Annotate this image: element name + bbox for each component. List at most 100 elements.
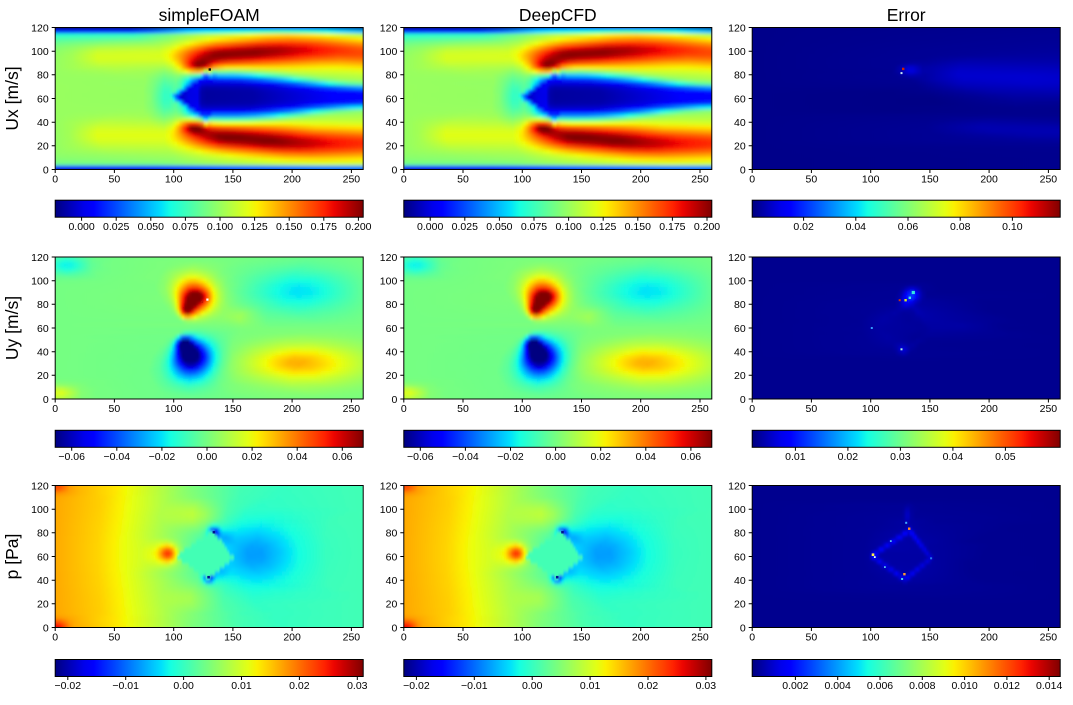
- svg-text:20: 20: [734, 370, 746, 382]
- svg-text:0: 0: [749, 632, 755, 644]
- svg-text:0.175: 0.175: [311, 221, 337, 233]
- svg-text:250: 250: [343, 632, 361, 644]
- svg-text:0.08: 0.08: [950, 221, 971, 233]
- svg-text:200: 200: [283, 632, 301, 644]
- svg-text:60: 60: [37, 323, 49, 335]
- svg-text:120: 120: [728, 480, 746, 492]
- svg-text:0: 0: [43, 394, 49, 406]
- svg-text:40: 40: [386, 117, 398, 129]
- svg-text:150: 150: [921, 632, 939, 644]
- svg-text:100: 100: [514, 632, 532, 644]
- svg-text:0.03: 0.03: [890, 451, 911, 463]
- svg-text:0.06: 0.06: [681, 451, 702, 463]
- svg-text:80: 80: [734, 528, 746, 540]
- svg-text:0.10: 0.10: [1002, 221, 1023, 233]
- svg-text:−0.04: −0.04: [104, 451, 131, 463]
- svg-text:60: 60: [734, 93, 746, 105]
- svg-text:0.02: 0.02: [638, 680, 659, 692]
- svg-text:50: 50: [806, 174, 818, 186]
- svg-text:0: 0: [52, 174, 58, 186]
- svg-text:80: 80: [37, 70, 49, 82]
- svg-text:250: 250: [691, 632, 709, 644]
- svg-text:0.05: 0.05: [995, 451, 1016, 463]
- svg-text:−0.04: −0.04: [452, 451, 479, 463]
- svg-text:0.175: 0.175: [659, 221, 685, 233]
- svg-text:Uy [m/s]: Uy [m/s]: [2, 296, 22, 360]
- svg-text:60: 60: [734, 551, 746, 563]
- svg-text:0.02: 0.02: [590, 451, 611, 463]
- svg-text:50: 50: [806, 632, 818, 644]
- svg-text:0.03: 0.03: [347, 680, 368, 692]
- svg-text:−0.02: −0.02: [55, 680, 82, 692]
- svg-text:250: 250: [343, 403, 361, 415]
- svg-text:0.06: 0.06: [898, 221, 919, 233]
- svg-text:0.125: 0.125: [241, 221, 267, 233]
- svg-text:0.02: 0.02: [289, 680, 310, 692]
- svg-text:200: 200: [980, 632, 998, 644]
- svg-text:200: 200: [632, 632, 650, 644]
- svg-text:50: 50: [109, 174, 121, 186]
- svg-text:150: 150: [921, 403, 939, 415]
- svg-text:150: 150: [921, 174, 939, 186]
- svg-text:40: 40: [734, 117, 746, 129]
- svg-text:40: 40: [37, 575, 49, 587]
- svg-text:40: 40: [37, 347, 49, 359]
- svg-text:0.012: 0.012: [994, 680, 1020, 692]
- svg-text:60: 60: [37, 93, 49, 105]
- svg-text:0.02: 0.02: [793, 221, 814, 233]
- svg-text:50: 50: [457, 174, 469, 186]
- svg-text:0.000: 0.000: [68, 221, 94, 233]
- svg-text:250: 250: [1040, 403, 1058, 415]
- svg-text:0.025: 0.025: [452, 221, 478, 233]
- svg-text:simpleFOAM: simpleFOAM: [159, 5, 260, 25]
- svg-text:0.004: 0.004: [825, 680, 851, 692]
- svg-text:0: 0: [401, 174, 407, 186]
- svg-text:0.04: 0.04: [846, 221, 867, 233]
- svg-text:0.200: 0.200: [694, 221, 720, 233]
- svg-text:0.01: 0.01: [231, 680, 252, 692]
- svg-text:−0.02: −0.02: [403, 680, 430, 692]
- svg-text:150: 150: [573, 174, 591, 186]
- svg-text:40: 40: [386, 347, 398, 359]
- svg-text:80: 80: [386, 528, 398, 540]
- svg-text:100: 100: [31, 504, 49, 516]
- svg-text:0.075: 0.075: [172, 221, 198, 233]
- svg-text:0.200: 0.200: [345, 221, 371, 233]
- svg-text:0.00: 0.00: [173, 680, 194, 692]
- svg-text:0.03: 0.03: [696, 680, 717, 692]
- svg-text:0.010: 0.010: [951, 680, 977, 692]
- svg-text:50: 50: [457, 403, 469, 415]
- svg-text:0: 0: [43, 622, 49, 634]
- svg-text:0: 0: [740, 164, 746, 176]
- svg-text:0.000: 0.000: [417, 221, 443, 233]
- svg-text:0.02: 0.02: [242, 451, 263, 463]
- svg-text:0.01: 0.01: [580, 680, 601, 692]
- svg-text:0.025: 0.025: [103, 221, 129, 233]
- svg-text:0: 0: [52, 632, 58, 644]
- svg-text:200: 200: [632, 174, 650, 186]
- svg-text:0: 0: [43, 164, 49, 176]
- svg-text:40: 40: [734, 347, 746, 359]
- svg-text:100: 100: [380, 46, 398, 58]
- svg-text:DeepCFD: DeepCFD: [519, 5, 597, 25]
- svg-text:120: 120: [31, 22, 49, 34]
- svg-text:0: 0: [740, 622, 746, 634]
- svg-text:Ux [m/s]: Ux [m/s]: [2, 66, 22, 130]
- svg-text:60: 60: [37, 551, 49, 563]
- svg-text:0.00: 0.00: [545, 451, 566, 463]
- svg-text:−0.02: −0.02: [149, 451, 176, 463]
- svg-text:0.125: 0.125: [590, 221, 616, 233]
- svg-text:150: 150: [224, 632, 242, 644]
- svg-text:60: 60: [386, 551, 398, 563]
- svg-text:120: 120: [728, 22, 746, 34]
- svg-text:250: 250: [1040, 174, 1058, 186]
- svg-text:0.150: 0.150: [276, 221, 302, 233]
- svg-text:0: 0: [391, 164, 397, 176]
- svg-text:100: 100: [862, 632, 880, 644]
- svg-text:100: 100: [728, 276, 746, 288]
- svg-text:100: 100: [31, 46, 49, 58]
- svg-text:0.100: 0.100: [207, 221, 233, 233]
- svg-text:200: 200: [283, 174, 301, 186]
- svg-text:40: 40: [37, 117, 49, 129]
- svg-text:0: 0: [391, 622, 397, 634]
